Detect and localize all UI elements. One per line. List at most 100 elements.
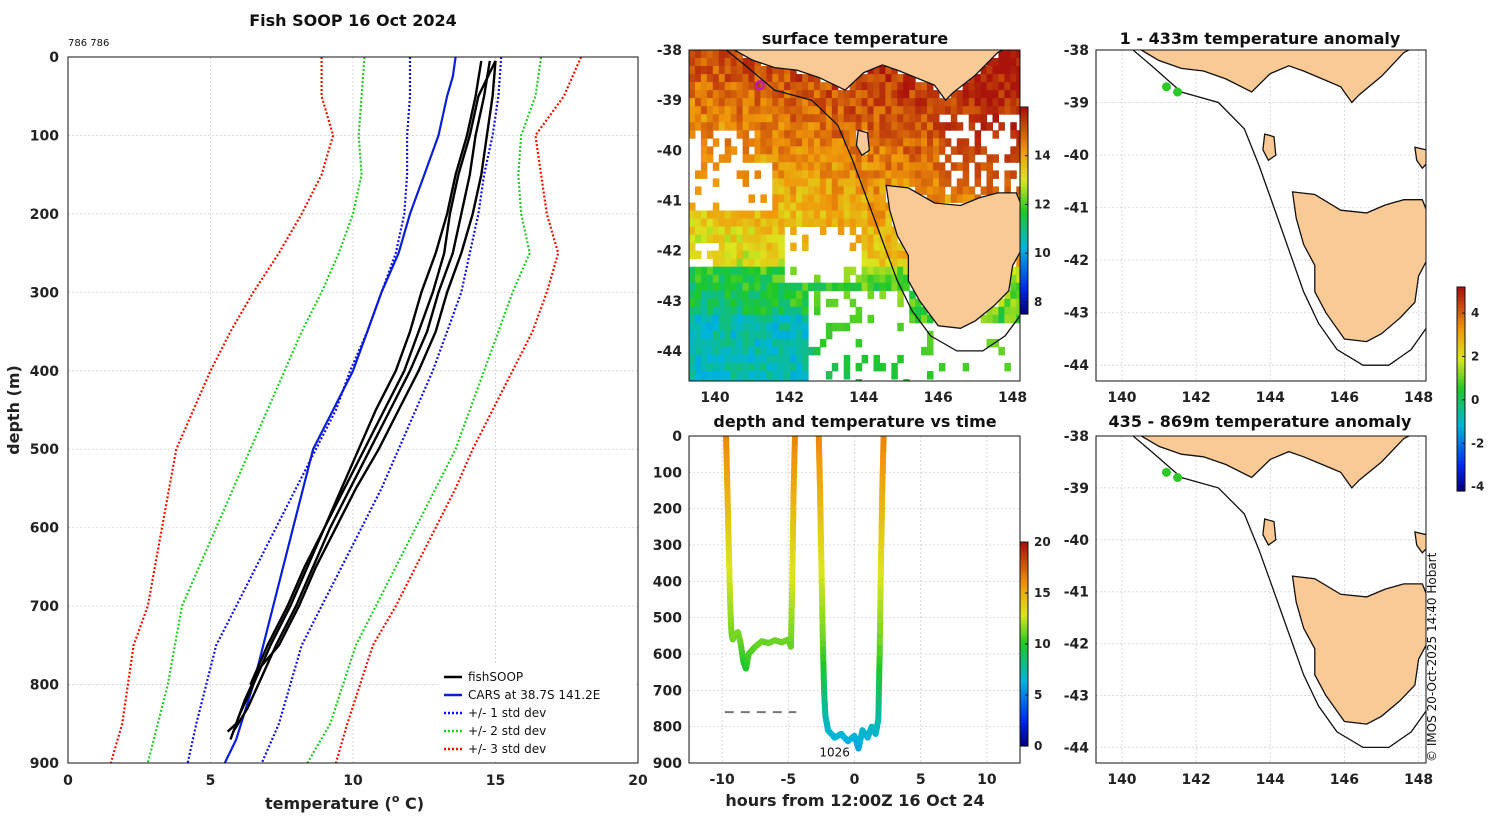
sst-cell — [879, 290, 886, 300]
sst-cell — [712, 218, 720, 227]
sst-ytick-label: -41 — [657, 193, 682, 209]
sst-cell — [706, 226, 714, 235]
sst-cell — [909, 82, 916, 91]
sst-cell — [778, 130, 785, 139]
sst-cell — [956, 178, 964, 187]
sst-cell — [927, 314, 934, 324]
sst-cell — [754, 354, 761, 364]
sst-cell — [748, 194, 755, 203]
profile-line-fishsoop — [229, 60, 497, 740]
sst-cell — [754, 338, 761, 348]
sst-cell — [879, 90, 886, 99]
sst-colorbar-segment — [1020, 207, 1028, 212]
sst-cell — [754, 218, 761, 227]
sst-cell — [1016, 258, 1020, 268]
sst-cell — [742, 379, 750, 381]
sst-cell — [790, 322, 797, 332]
sst-cell — [998, 98, 1005, 107]
sst-cell — [921, 138, 928, 147]
sst-cell — [831, 90, 839, 99]
sst-cell — [831, 146, 839, 155]
sst-cell — [706, 58, 714, 67]
sst-cell — [742, 74, 750, 83]
sst-cell — [689, 58, 696, 67]
sst-cell — [849, 146, 857, 155]
anomaly-colorbar-segment — [1457, 331, 1465, 336]
sst-cell — [837, 90, 845, 99]
sst-cell — [974, 74, 982, 83]
sst-cell — [778, 82, 785, 91]
anomaly-colorbar-segment — [1457, 423, 1465, 427]
time-colorbar-segment — [1020, 572, 1028, 577]
sst-cell — [712, 250, 720, 260]
sst-cell — [712, 379, 720, 381]
sst-cell — [885, 82, 892, 91]
sst-cell — [879, 258, 886, 268]
sst-cell — [825, 90, 833, 99]
sst-cell — [873, 114, 880, 123]
sst-cell — [992, 98, 999, 107]
sst-cell — [706, 314, 714, 324]
sst-cell — [819, 98, 827, 107]
sst-cell — [724, 218, 732, 227]
sst-cell — [885, 66, 892, 75]
sst-cell — [748, 82, 755, 91]
sst-cell — [760, 218, 767, 227]
sst-cell — [950, 106, 958, 115]
sst-colorbar-segment — [1020, 258, 1028, 263]
sst-cell — [944, 122, 952, 131]
sst-cell — [730, 322, 738, 332]
sst-cell — [962, 186, 970, 195]
sst-title: surface temperature — [762, 29, 949, 48]
time-colorbar-segment — [1020, 623, 1028, 628]
sst-cell — [837, 162, 845, 171]
sst-cell — [796, 122, 803, 131]
sst-cell — [843, 274, 851, 284]
sst-cell — [909, 154, 916, 163]
sst-cell — [909, 178, 916, 187]
sst-cell — [808, 162, 815, 171]
sst-cell — [784, 322, 791, 332]
sst-cell — [1010, 106, 1017, 115]
sst-cell — [855, 218, 863, 227]
sst-cell — [938, 170, 946, 179]
sst-cell — [760, 234, 767, 244]
sst-cell — [736, 66, 744, 75]
profile-ytick-label: 500 — [30, 442, 59, 458]
sst-cell — [790, 106, 797, 115]
sst-cell — [915, 114, 922, 123]
anomaly-colorbar-segment — [1457, 365, 1465, 370]
sst-cell — [742, 66, 750, 75]
sst-cell — [915, 98, 922, 107]
sst-cell — [784, 362, 791, 372]
sst-cell — [754, 330, 761, 340]
sst-cell — [891, 362, 898, 372]
sst-cell — [968, 114, 976, 123]
sst-cell — [760, 66, 767, 75]
sst-cell — [742, 122, 750, 131]
sst-cell — [724, 58, 732, 67]
sst-cell — [742, 106, 750, 115]
sst-cell — [915, 82, 922, 91]
sst-cell — [855, 282, 863, 292]
profile-legend: fishSOOP CARS at 38.7S 141.2E +/- 1 std … — [438, 664, 634, 759]
sst-cell — [748, 218, 755, 227]
sst-cell — [784, 146, 791, 155]
sst-cell — [695, 226, 702, 235]
sst-cell — [897, 74, 904, 83]
sst-cell — [695, 346, 702, 356]
time-colorbar-segment — [1020, 705, 1028, 710]
anomaly-colorbar-segment — [1457, 457, 1465, 461]
sst-cell — [706, 282, 714, 292]
sst-cell — [1010, 82, 1017, 91]
sst-cell — [766, 314, 773, 324]
sst-cell — [819, 162, 827, 171]
sst-cell — [921, 122, 928, 131]
sst-colorbar-segment — [1020, 110, 1028, 115]
sst-cell — [873, 210, 880, 219]
sst-cell — [879, 282, 886, 292]
sst-cell — [736, 106, 744, 115]
anomaly-colorbar-segment — [1457, 327, 1465, 332]
sst-cell — [778, 114, 785, 123]
